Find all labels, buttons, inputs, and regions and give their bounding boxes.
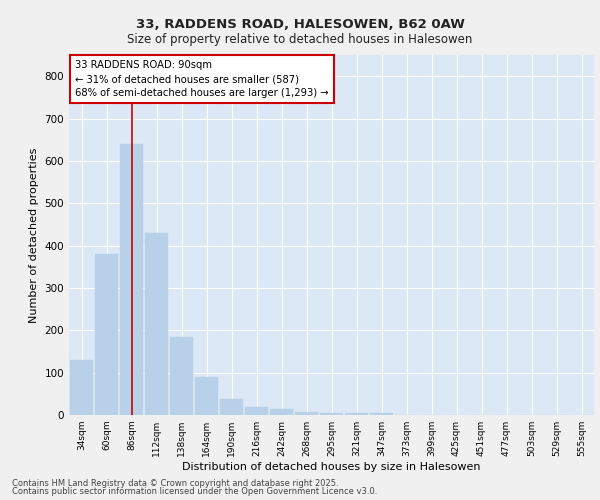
Bar [245,408,268,415]
Bar [170,336,193,415]
Bar [320,413,343,415]
X-axis label: Distribution of detached houses by size in Halesowen: Distribution of detached houses by size … [182,462,481,472]
Bar [70,360,93,415]
Bar [220,399,243,415]
Y-axis label: Number of detached properties: Number of detached properties [29,148,39,322]
Bar [145,233,168,415]
Bar [370,413,393,415]
Bar [95,254,118,415]
Bar [345,413,368,415]
Bar [295,412,318,415]
Text: 33 RADDENS ROAD: 90sqm
← 31% of detached houses are smaller (587)
68% of semi-de: 33 RADDENS ROAD: 90sqm ← 31% of detached… [76,60,329,98]
Text: 33, RADDENS ROAD, HALESOWEN, B62 0AW: 33, RADDENS ROAD, HALESOWEN, B62 0AW [136,18,464,30]
Bar [120,144,143,415]
Text: Size of property relative to detached houses in Halesowen: Size of property relative to detached ho… [127,32,473,46]
Bar [270,410,293,415]
Text: Contains HM Land Registry data © Crown copyright and database right 2025.: Contains HM Land Registry data © Crown c… [12,478,338,488]
Bar [195,377,218,415]
Text: Contains public sector information licensed under the Open Government Licence v3: Contains public sector information licen… [12,487,377,496]
